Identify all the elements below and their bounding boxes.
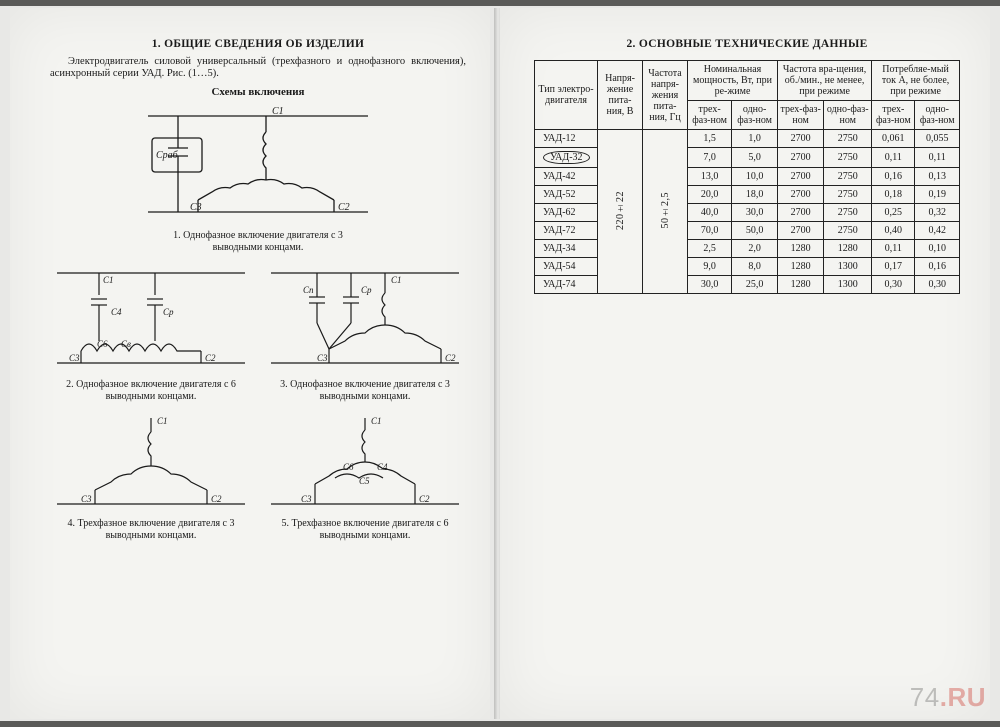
- svg-text:С2: С2: [211, 494, 222, 504]
- svg-text:С1: С1: [272, 106, 284, 117]
- svg-text:Сп: Сп: [303, 285, 314, 295]
- table-row: УАД-12220±2250±2,51,51,0270027500,0610,0…: [535, 130, 960, 148]
- intro-text: Электродвигатель силовой универсальный (…: [50, 56, 466, 80]
- col-rpm: Частота вра-щения, об./мин., не менее, п…: [778, 61, 872, 101]
- sub-three-1: трех-фаз-ном: [688, 101, 732, 130]
- svg-text:Сраб: Сраб: [156, 150, 179, 161]
- figure-3: С1 Сп Ср С3 С2: [264, 263, 466, 373]
- svg-text:С2: С2: [205, 353, 216, 363]
- svg-text:С2: С2: [338, 202, 350, 213]
- svg-text:С1: С1: [371, 416, 382, 426]
- svg-text:С2: С2: [419, 494, 430, 504]
- svg-text:С1: С1: [103, 275, 114, 285]
- figure-5-caption: 5. Трехфазное включение двигателя с 6 вы…: [275, 518, 455, 541]
- figure-1-caption: 1. Однофазное включение двигателя с 3 вы…: [168, 230, 348, 253]
- figure-1: С1 С3 С2 Сраб: [50, 104, 466, 224]
- figure-2-caption: 2. Однофазное включение двигателя с 6 вы…: [61, 379, 241, 402]
- sub-three-2: трех-фаз-ном: [778, 101, 824, 130]
- sub-one-1: одно-фаз-ном: [732, 101, 778, 130]
- svg-text:С3: С3: [301, 494, 312, 504]
- section-2-title: 2. ОСНОВНЫЕ ТЕХНИЧЕСКИЕ ДАННЫЕ: [534, 38, 960, 50]
- figure-4-caption: 4. Трехфазное включение двигателя с 3 вы…: [61, 518, 241, 541]
- figure-4: С1 С3 С2: [50, 412, 252, 512]
- col-power: Номинальная мощность, Вт, при ре-жиме: [688, 61, 778, 101]
- svg-text:С3: С3: [317, 353, 328, 363]
- right-page: 2. ОСНОВНЫЕ ТЕХНИЧЕСКИЕ ДАННЫЕ Тип элект…: [500, 8, 990, 719]
- svg-text:Ср: Ср: [163, 307, 174, 317]
- svg-text:Ср: Ср: [361, 285, 372, 295]
- svg-text:С3: С3: [190, 202, 202, 213]
- svg-text:С6: С6: [97, 339, 108, 349]
- watermark: 74.RU: [910, 682, 986, 713]
- figure-5: С1 С6 С4 С5 С3 С2: [264, 412, 466, 512]
- specs-table: Тип электро-двигателя Напря-жение пита-н…: [534, 60, 960, 294]
- col-voltage: Напря-жение пита-ния, В: [598, 61, 643, 130]
- svg-text:С3: С3: [81, 494, 92, 504]
- section-1-title: 1. ОБЩИЕ СВЕДЕНИЯ ОБ ИЗДЕЛИИ: [50, 38, 466, 50]
- svg-text:С4: С4: [111, 307, 122, 317]
- svg-text:С1: С1: [391, 275, 402, 285]
- svg-text:С4: С4: [377, 462, 388, 472]
- figure-3-caption: 3. Однофазное включение двигателя с 3 вы…: [275, 379, 455, 402]
- sub-one-3: одно-фаз-ном: [915, 101, 960, 130]
- svg-text:Св: Св: [121, 339, 131, 349]
- sub-one-2: одно-фаз-ном: [824, 101, 872, 130]
- svg-text:С6: С6: [343, 462, 354, 472]
- col-current: Потребляе-мый ток А, не более, при режим…: [872, 61, 960, 101]
- sub-three-3: трех-фаз-ном: [872, 101, 915, 130]
- figure-2: С1 С4 Ср С6 Св С3 С2: [50, 263, 252, 373]
- schemes-title: Схемы включения: [50, 86, 466, 98]
- left-page: 1. ОБЩИЕ СВЕДЕНИЯ ОБ ИЗДЕЛИИ Электродвиг…: [10, 8, 490, 719]
- col-type: Тип электро-двигателя: [535, 61, 598, 130]
- svg-text:С3: С3: [69, 353, 80, 363]
- svg-text:С1: С1: [157, 416, 168, 426]
- svg-text:С2: С2: [445, 353, 456, 363]
- col-freq: Частота напря-жения пита-ния, Гц: [643, 61, 688, 130]
- svg-text:С5: С5: [359, 476, 370, 486]
